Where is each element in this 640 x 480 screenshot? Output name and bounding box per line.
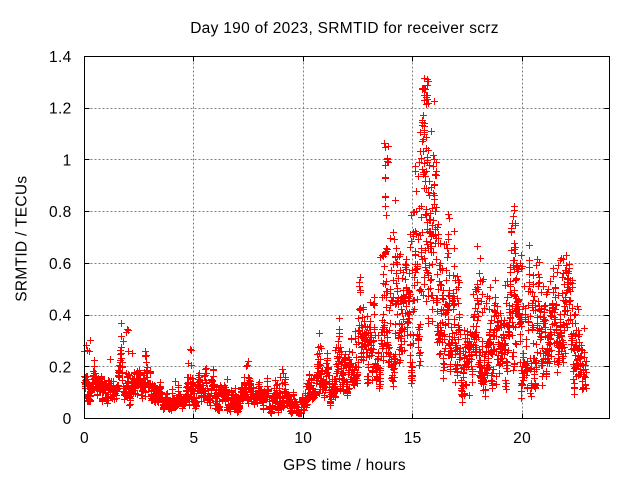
svg-text:0.4: 0.4: [49, 308, 72, 325]
svg-text:0.2: 0.2: [49, 359, 71, 376]
svg-text:10: 10: [294, 430, 312, 447]
svg-text:0: 0: [80, 430, 89, 447]
svg-text:5: 5: [189, 430, 198, 447]
svg-text:SRMTID / TECUs: SRMTID / TECUs: [14, 176, 31, 302]
svg-text:1.2: 1.2: [49, 101, 71, 118]
svg-text:20: 20: [513, 430, 531, 447]
svg-text:15: 15: [404, 430, 422, 447]
svg-text:0: 0: [63, 411, 72, 428]
svg-text:1: 1: [63, 152, 72, 169]
svg-text:GPS time / hours: GPS time / hours: [283, 457, 406, 474]
svg-text:Day 190 of 2023, SRMTID for re: Day 190 of 2023, SRMTID for receiver scr…: [190, 20, 499, 37]
svg-text:0.8: 0.8: [49, 204, 71, 221]
svg-text:1.4: 1.4: [49, 49, 72, 66]
svg-text:0.6: 0.6: [49, 256, 71, 273]
